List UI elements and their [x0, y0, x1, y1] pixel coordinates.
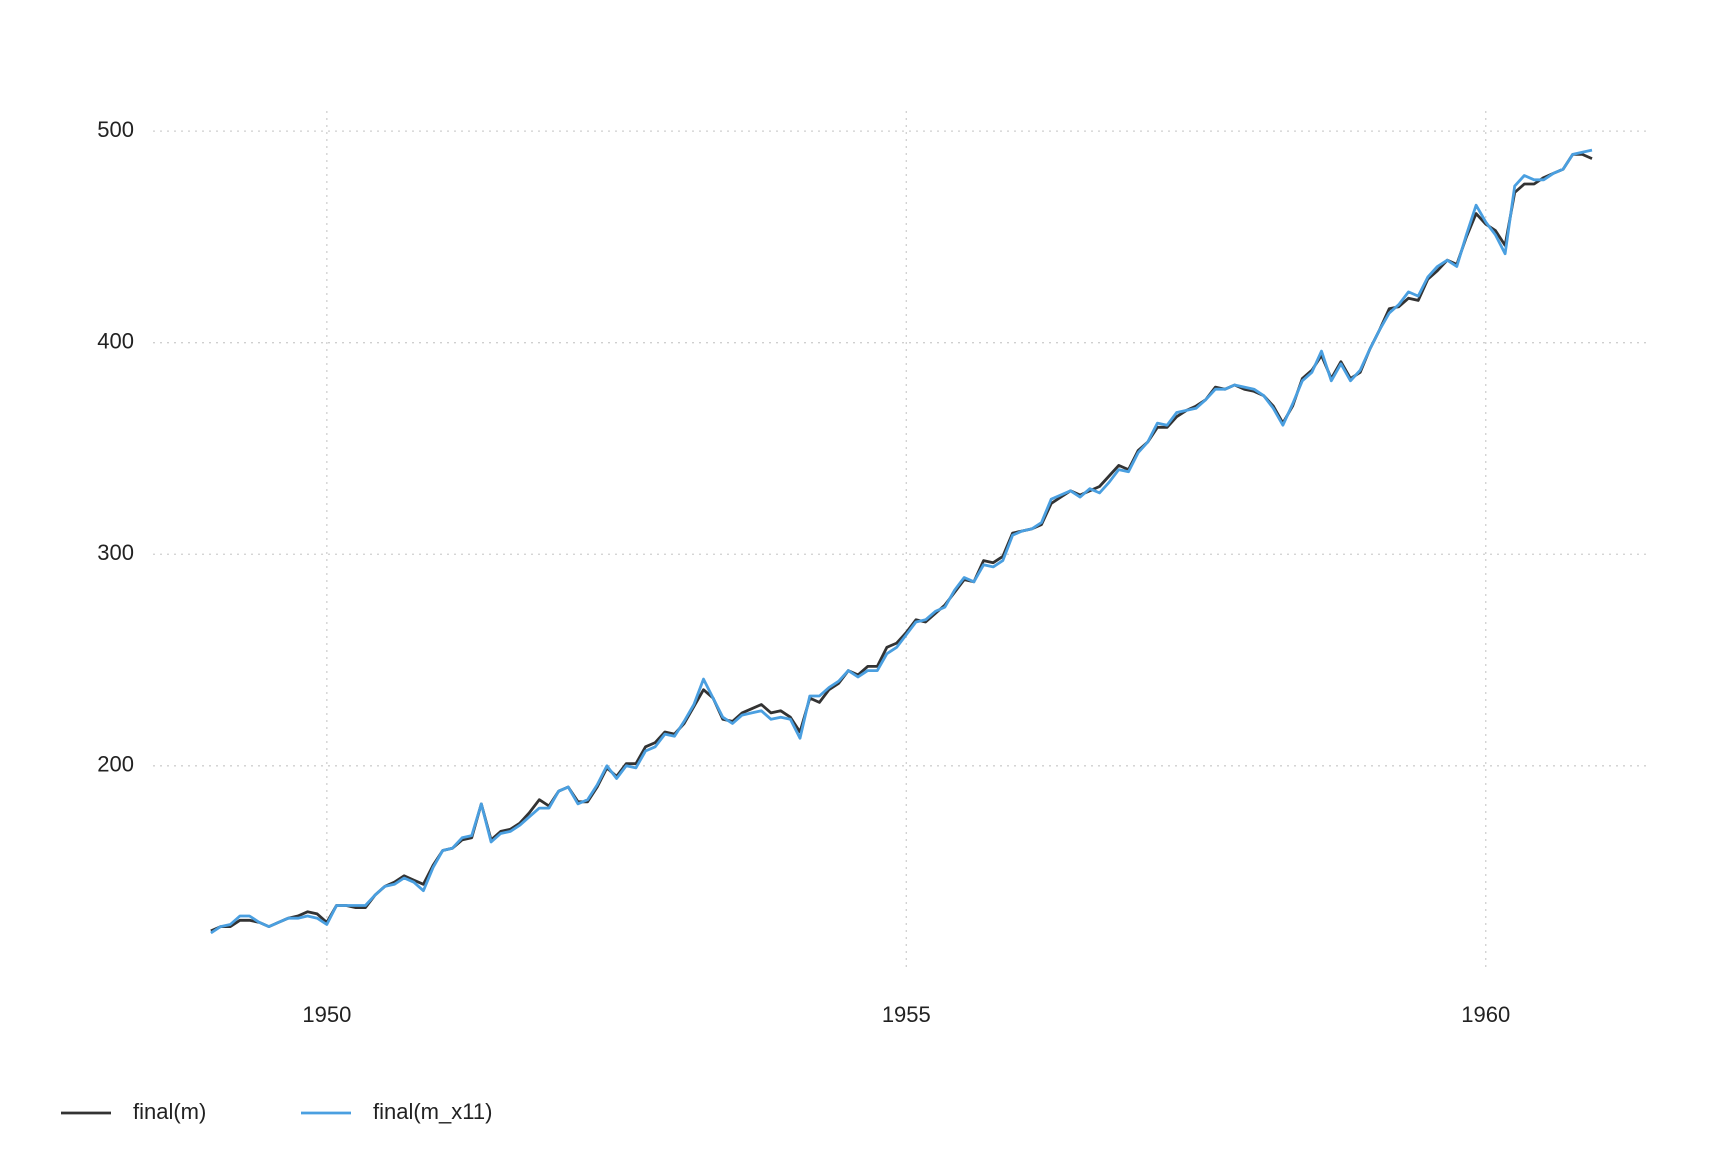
legend-label: final(m_x11) — [373, 1099, 492, 1124]
x-tick-label: 1955 — [882, 1002, 931, 1027]
x-tick-label: 1950 — [302, 1002, 351, 1027]
line — [210, 148, 1593, 935]
legend-label: final(m) — [133, 1099, 206, 1124]
y-tick-label: 400 — [97, 328, 134, 353]
x-tick-label: 1960 — [1461, 1002, 1510, 1027]
line — [210, 153, 1593, 933]
y-tick-label: 500 — [97, 117, 134, 142]
y-tick-label: 300 — [97, 540, 134, 565]
y-tick-label: 200 — [97, 752, 134, 777]
